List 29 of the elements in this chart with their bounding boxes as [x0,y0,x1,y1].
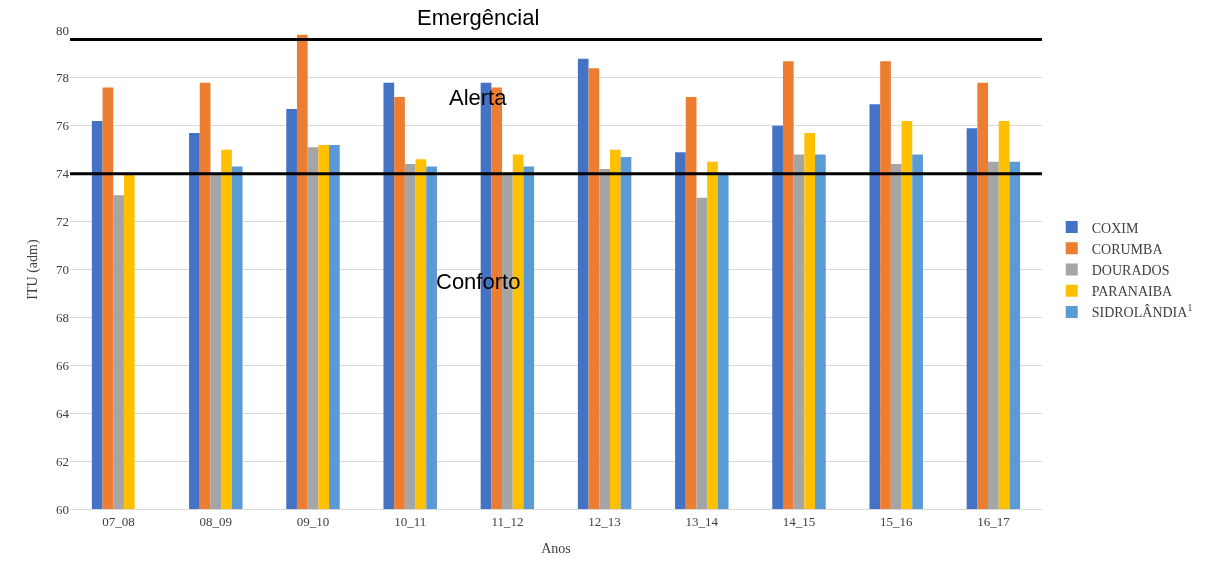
x-tick-label: 07_08 [102,513,135,529]
y-tick-label: 70 [56,262,69,278]
y-tick-label: 68 [56,309,69,325]
y-tick-label: 62 [56,453,69,469]
x-tick-label: 09_10 [296,513,330,529]
legend-label: CORUMBA [1091,241,1164,257]
y-tick-label: 66 [56,357,70,373]
x-tick-label: 12_13 [588,513,621,529]
y-tick-label: 64 [56,405,70,421]
x-tick-label: 14_15 [782,513,816,529]
legend-label: SIDROLÂNDIA$^{1}$ [1091,302,1193,321]
x-tick-label: 10_11 [394,513,427,529]
x-axis-title: Anos [541,540,571,556]
x-tick-label: 16_17 [977,513,1011,529]
x-tick-label: 15_16 [879,513,913,529]
y-tick-label: 72 [56,214,69,230]
y-tick-label: 60 [56,501,69,517]
y-tick-label: 80 [56,22,69,38]
y-tick-label: 76 [56,118,70,134]
x-tick-label: 13_14 [685,513,719,529]
annotation: Emergêncial [417,5,540,30]
x-tick-label: 08_09 [199,513,233,529]
y-tick-label: 78 [56,70,69,86]
legend-label: PARANAIBA [1091,284,1173,300]
x-tick-label: 11_12 [491,513,524,529]
y-tick-label: 74 [56,166,70,182]
legend-label: DOURADOS [1091,262,1170,278]
legend-label: COXIM [1091,220,1139,236]
y-axis-title: ITU (adm) [24,239,41,300]
